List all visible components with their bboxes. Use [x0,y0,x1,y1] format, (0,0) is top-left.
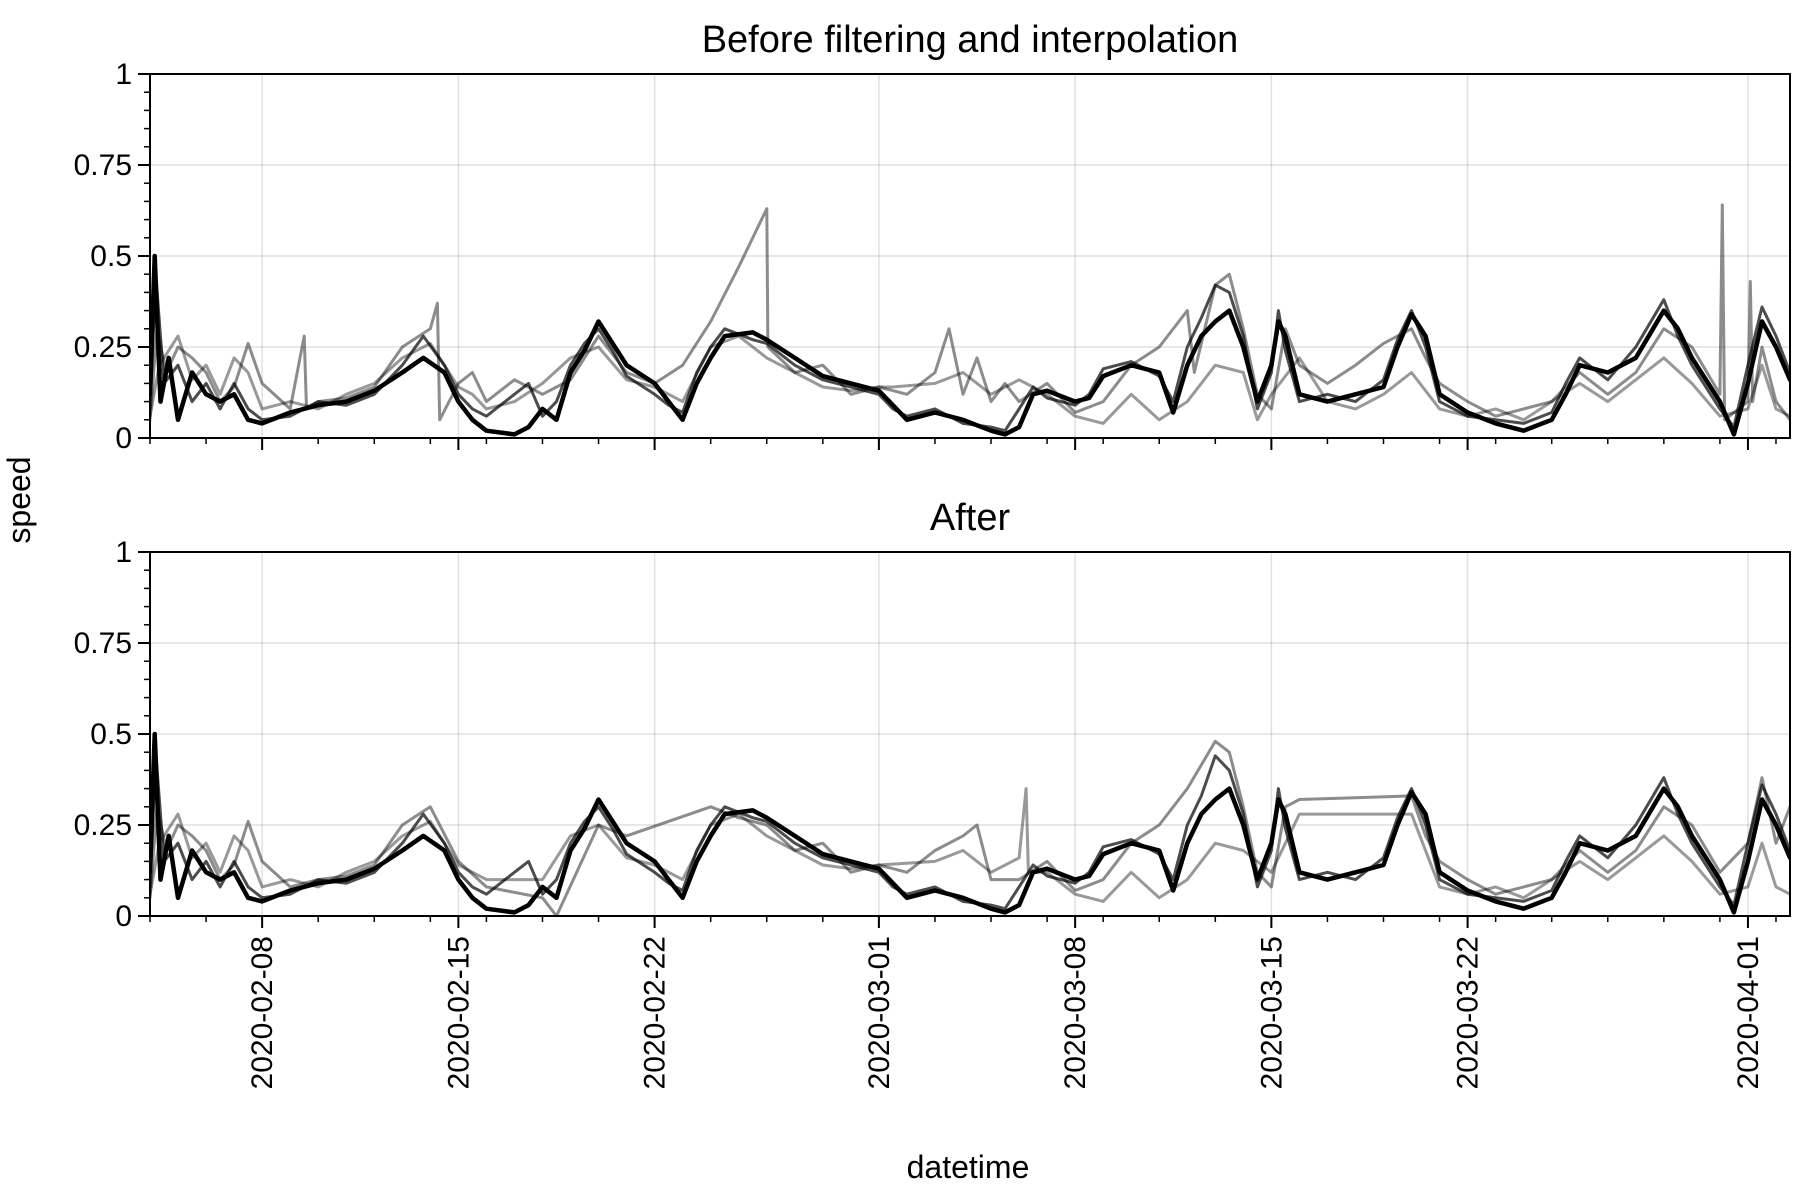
series-group [150,203,1790,437]
x-tick-label: 2020-03-15 [1255,936,1288,1089]
series-line-3 [150,334,1790,425]
y-tick-label: 0.5 [90,240,132,273]
y-tick-label: 0 [115,900,132,933]
y-tick-label: 0.75 [74,149,132,182]
chart-panel-0: 0 0.25 0.5 0.75 1 Before filtering and interp… [74,19,1791,455]
series-line-0 [150,731,1790,915]
chart-title: After [930,497,1011,539]
x-tick-label: 2020-02-22 [639,936,672,1089]
y-tick-label: 0.75 [74,627,132,660]
x-tick-label: 2020-04-01 [1732,936,1765,1089]
series-line-2 [150,739,1790,916]
y-tick-label: 1 [115,536,132,569]
shared-y-axis-label: speed [1,456,37,543]
series-group [150,731,1790,916]
series-line-2 [150,203,1790,422]
x-tick-label: 2020-03-22 [1452,936,1485,1089]
x-tick-label: 2020-03-08 [1059,936,1092,1089]
x-tick-label: 2020-03-01 [863,936,896,1089]
chart-panel-1: 0 0.25 0.5 0.75 1 2020-02-08 2020-02-15 2020-02… [74,497,1791,1089]
series-line-0 [150,253,1790,437]
y-tick-label: 0 [115,422,132,455]
chart-title: Before filtering and interpolation [702,19,1239,61]
y-tick-label: 0.25 [74,331,132,364]
shared-x-axis-label: datetime [907,1149,1030,1185]
y-tick-label: 0.25 [74,809,132,842]
series-line-3 [150,787,1790,903]
y-tick-label: 0.5 [90,718,132,751]
y-tick-label: 1 [115,58,132,91]
x-tick-label: 2020-02-15 [442,936,475,1089]
x-tick-label: 2020-02-08 [246,936,279,1089]
